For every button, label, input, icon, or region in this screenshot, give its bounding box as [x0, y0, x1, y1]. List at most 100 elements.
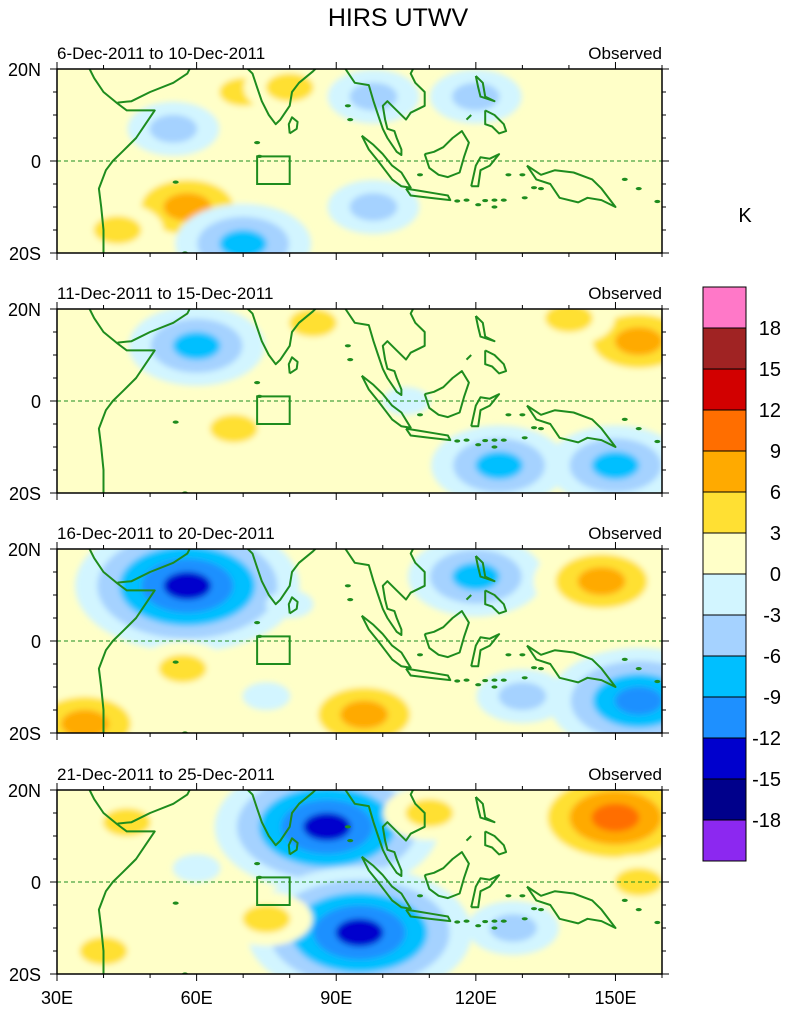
island [463, 919, 470, 923]
colorbar-swatch [702, 696, 747, 739]
coastline [88, 790, 156, 974]
coastline [287, 116, 299, 135]
island [482, 919, 489, 924]
island [463, 438, 470, 442]
island [505, 173, 512, 177]
anomaly-contour [172, 854, 221, 883]
island [254, 141, 261, 145]
island [491, 685, 498, 689]
coastline [476, 767, 481, 781]
colorbar-label: 6 [770, 482, 781, 504]
box-region [256, 395, 291, 426]
island [491, 198, 498, 202]
coastline [88, 69, 156, 253]
coastline [484, 109, 508, 135]
colorbar-swatch [702, 327, 747, 370]
panel-date-range: 21-Dec-2011 to 25-Dec-2011 [57, 765, 275, 784]
coastline [88, 549, 156, 733]
coastline [88, 309, 156, 493]
anomaly-contour [172, 331, 221, 360]
island [454, 199, 461, 203]
island [491, 438, 498, 442]
coastline [117, 549, 191, 584]
island [475, 683, 482, 687]
x-tick-label: 30E [41, 988, 73, 1008]
y-tick-label: 0 [31, 632, 41, 652]
coastline [405, 427, 452, 442]
y-tick-label: 0 [31, 392, 41, 412]
coastline [360, 374, 412, 429]
anomaly-field [79, 309, 662, 493]
coastline [465, 594, 472, 601]
coastline [470, 153, 501, 188]
anomaly-contour [614, 686, 662, 715]
coastline [287, 356, 299, 375]
colorbar-swatch [702, 737, 747, 780]
y-tick-label: 20N [8, 781, 41, 801]
colorbar-label: 18 [759, 318, 781, 340]
coastline [360, 855, 412, 910]
coastline [465, 354, 472, 361]
colorbar-units-label: K [738, 205, 752, 227]
panel-plot-area [57, 46, 662, 253]
island [454, 679, 461, 683]
island [521, 676, 528, 680]
coastline [474, 315, 496, 343]
coastline [287, 837, 299, 856]
island [344, 104, 351, 108]
anomaly-contour [545, 309, 593, 333]
island [347, 598, 354, 602]
island [172, 660, 179, 664]
panel-date-range: 6-Dec-2011 to 10-Dec-2011 [57, 44, 265, 63]
coastline [117, 790, 191, 825]
colorbar-label: 15 [759, 359, 781, 381]
island [475, 443, 482, 447]
island [491, 919, 498, 923]
island [417, 653, 423, 657]
island [538, 427, 544, 431]
colorbar-swatch [702, 409, 747, 452]
island [654, 439, 661, 444]
y-tick-label: 20S [9, 244, 41, 264]
anomaly-contour [349, 193, 398, 221]
island [417, 413, 423, 417]
anomaly-contour [289, 309, 337, 337]
island [344, 584, 351, 588]
anomaly-contour [210, 414, 258, 443]
island [531, 907, 538, 911]
island [519, 653, 526, 657]
anomaly-contour [158, 654, 207, 683]
anomaly-contour [242, 904, 291, 933]
coastline [470, 633, 501, 668]
anomaly-contour [452, 82, 500, 111]
anomaly-contour [219, 229, 267, 253]
coastline [526, 644, 617, 688]
y-tick-label: 20S [9, 484, 41, 504]
coastline [484, 589, 508, 615]
panel-plot-area [57, 767, 662, 974]
coastline [476, 46, 481, 60]
island [621, 417, 628, 421]
island [505, 894, 512, 898]
coastline [405, 667, 452, 682]
coastline [423, 610, 470, 659]
colorbar-swatch [702, 532, 747, 575]
island [538, 908, 544, 912]
coastline [476, 526, 481, 540]
panel-plot-area [57, 309, 662, 493]
box-region [256, 155, 291, 186]
coastline [474, 555, 496, 583]
x-tick-label: 90E [320, 988, 352, 1008]
island [172, 420, 179, 424]
anomaly-field [71, 69, 640, 253]
y-tick-label: 20S [9, 724, 41, 744]
panel-run-label: Observed [588, 524, 662, 543]
anomaly-contour [93, 216, 142, 244]
coastline [287, 596, 299, 615]
island [417, 894, 423, 898]
panel-run-label: Observed [588, 284, 662, 303]
island [531, 186, 538, 190]
anomaly-contour [149, 114, 198, 143]
coastline [117, 309, 191, 344]
